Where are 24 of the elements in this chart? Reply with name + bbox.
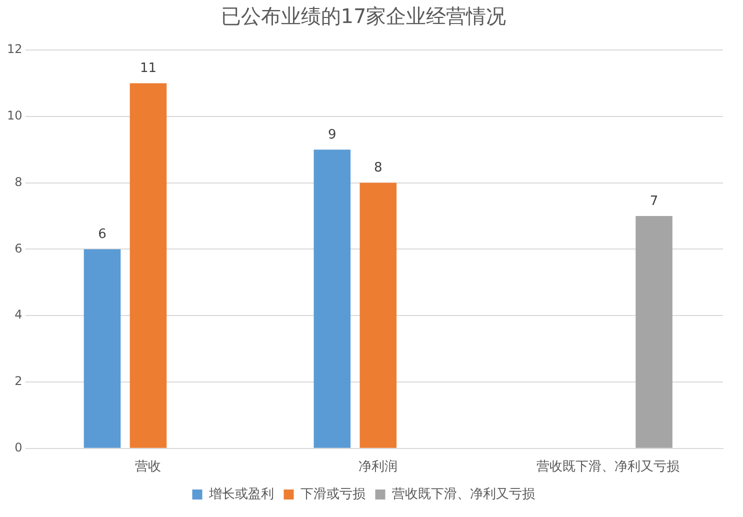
x-tick-label: 净利润 — [358, 460, 398, 475]
bar — [130, 83, 167, 448]
data-label: 7 — [650, 194, 658, 209]
y-tick-label: 0 — [14, 440, 22, 455]
data-label: 11 — [140, 61, 156, 76]
data-label: 8 — [374, 160, 382, 176]
x-tick-label: 营收 — [135, 460, 162, 475]
x-tick-label: 营收既下滑、净利又亏损 — [536, 460, 680, 475]
y-tick-label: 8 — [14, 174, 22, 189]
legend-label: 下滑或亏损 — [300, 486, 366, 502]
y-tick-label: 12 — [6, 42, 22, 56]
bar — [636, 216, 672, 448]
legend-label: 营收既下滑、净利又亏损 — [392, 486, 535, 502]
y-tick-label: 4 — [14, 308, 22, 322]
y-tick-label: 2 — [14, 374, 22, 388]
bar — [84, 249, 121, 448]
legend-label: 增长或盈利 — [208, 486, 274, 502]
chart-title: 已公布业绩的17家企业经营情况 — [220, 4, 506, 28]
bar — [360, 182, 397, 448]
y-tick-label: 6 — [14, 241, 22, 256]
bar — [314, 150, 351, 448]
y-tick-label: 10 — [6, 108, 22, 123]
data-label: 9 — [328, 127, 336, 142]
data-label: 6 — [98, 227, 106, 242]
